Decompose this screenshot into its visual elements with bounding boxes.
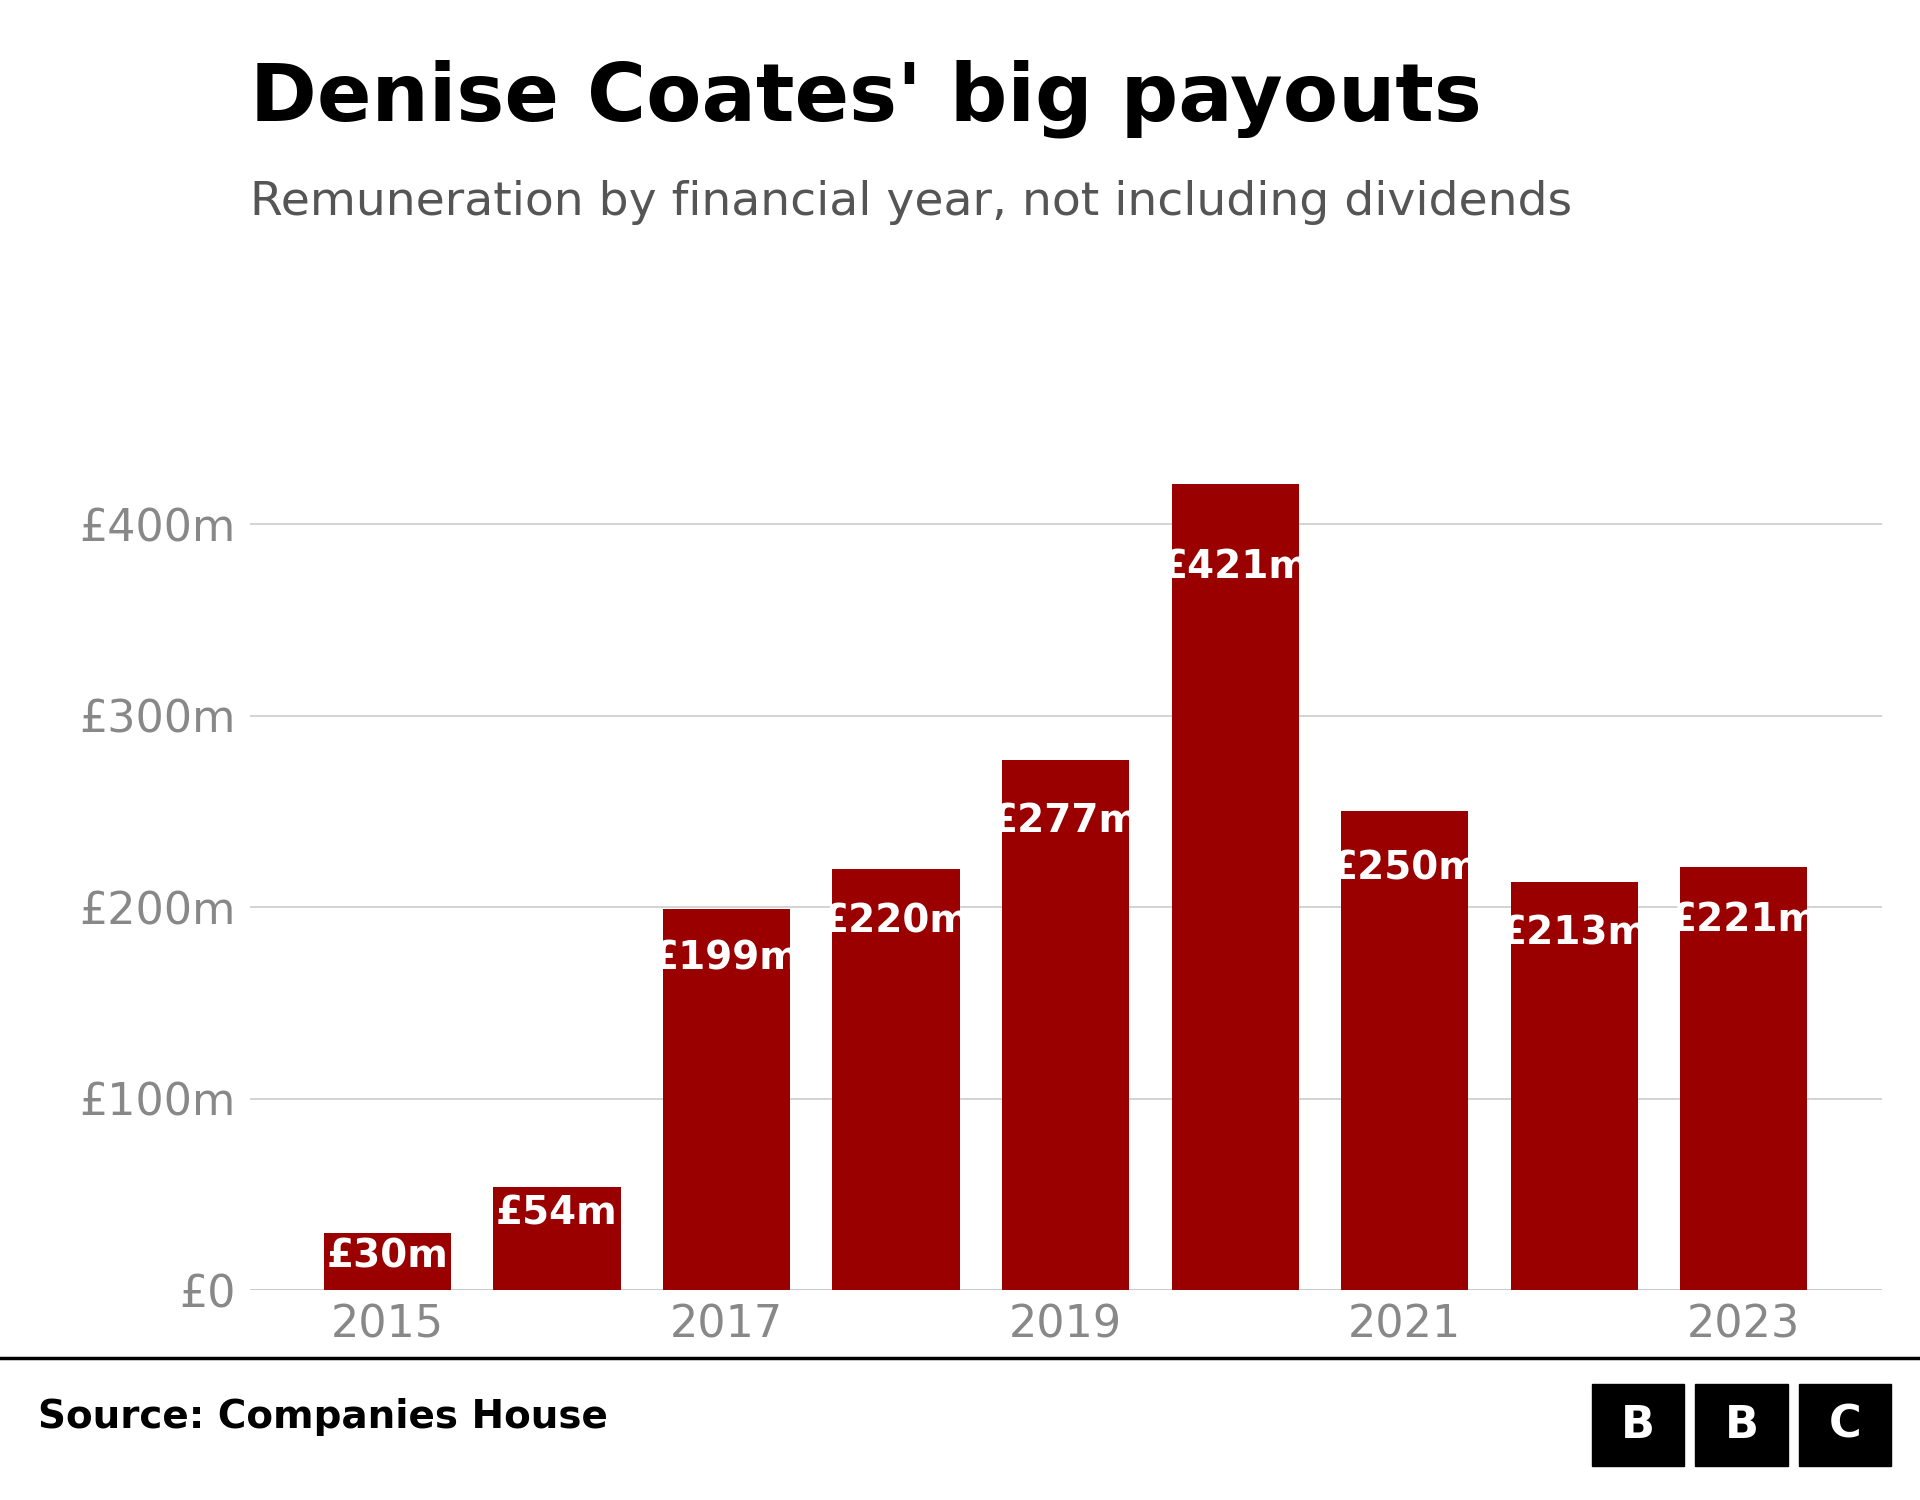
Text: £199m: £199m — [653, 939, 801, 978]
Text: £54m: £54m — [495, 1196, 618, 1233]
Text: £277m: £277m — [991, 802, 1140, 840]
Bar — [493, 1186, 620, 1290]
Bar — [662, 909, 789, 1290]
Text: £250m: £250m — [1331, 849, 1478, 888]
Text: C: C — [1828, 1404, 1862, 1446]
Text: £220m: £220m — [822, 903, 970, 940]
Bar — [833, 868, 960, 1290]
Text: Source: Companies House: Source: Companies House — [38, 1398, 609, 1437]
Bar — [1002, 759, 1129, 1290]
Text: £30m: £30m — [326, 1238, 447, 1275]
Text: £421m: £421m — [1162, 549, 1309, 586]
Text: Remuneration by financial year, not including dividends: Remuneration by financial year, not incl… — [250, 180, 1572, 225]
Text: Denise Coates' big payouts: Denise Coates' big payouts — [250, 60, 1482, 138]
Bar — [324, 1233, 451, 1290]
Bar — [1511, 882, 1638, 1290]
Text: B: B — [1724, 1404, 1759, 1446]
Bar — [1342, 812, 1469, 1290]
Text: £213m: £213m — [1500, 915, 1649, 952]
Bar — [1680, 867, 1807, 1290]
Bar — [1171, 484, 1298, 1290]
Text: £221m: £221m — [1668, 900, 1818, 939]
Text: B: B — [1620, 1404, 1655, 1446]
